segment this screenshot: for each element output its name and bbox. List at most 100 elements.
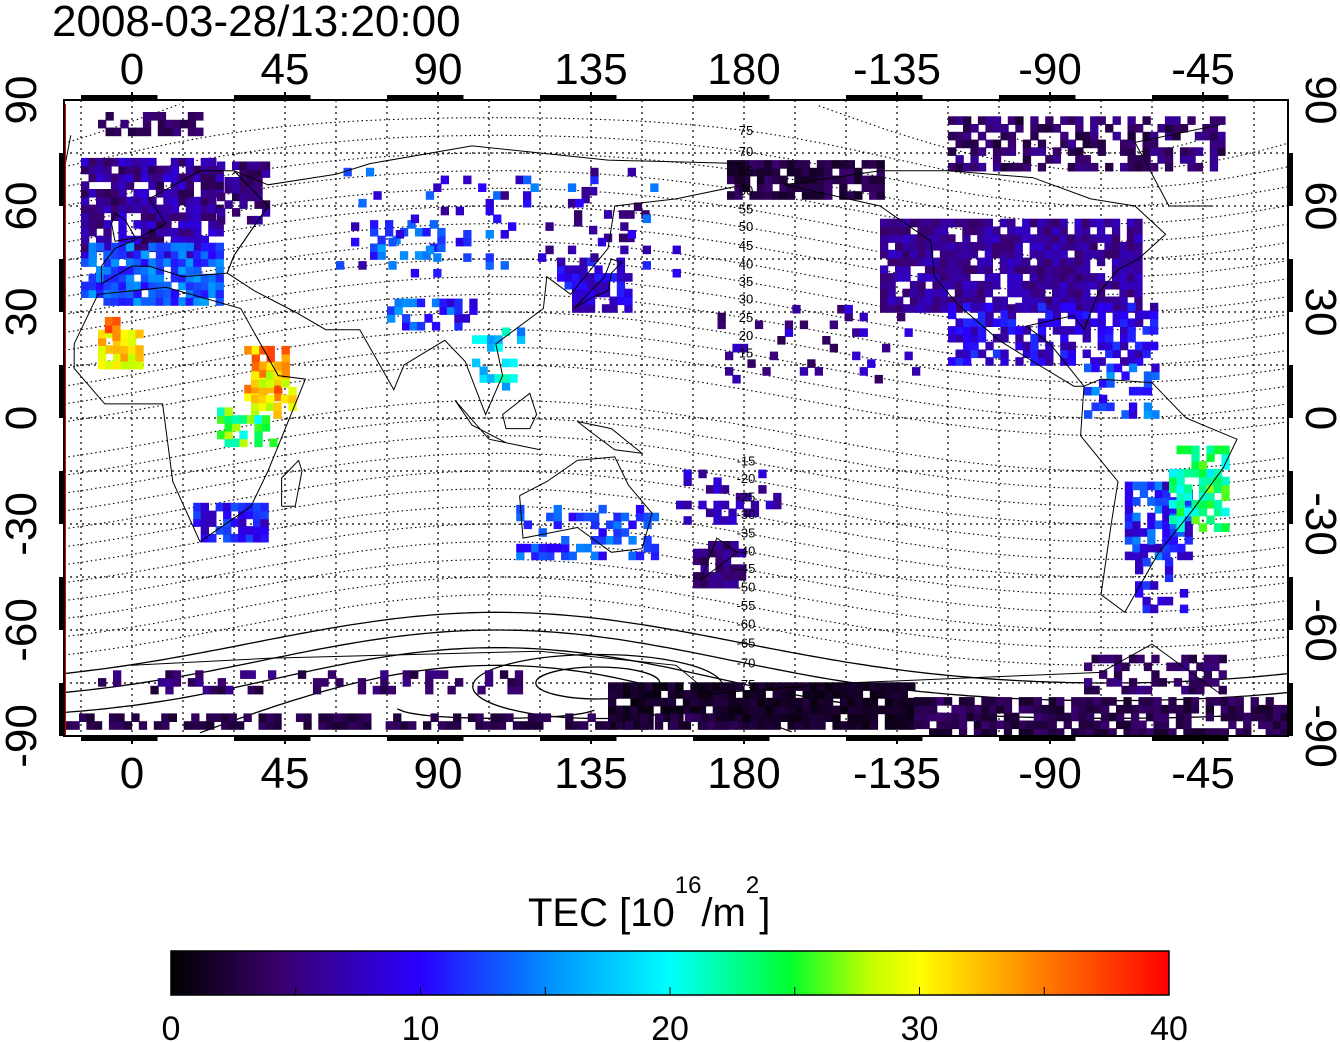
tec-pixel — [239, 161, 248, 171]
tec-pixel — [1029, 288, 1038, 298]
tec-pixel — [730, 579, 739, 589]
tec-pixel — [939, 280, 949, 290]
tec-pixel — [735, 500, 745, 510]
tec-pixel — [1104, 280, 1113, 290]
tec-pixel — [200, 242, 209, 252]
axis-bottom-bar — [999, 736, 1076, 741]
tec-pixel — [195, 678, 204, 687]
tec-pixel — [161, 721, 170, 730]
tec-pixel — [947, 280, 956, 290]
axis-right-bar — [1288, 365, 1293, 418]
tec-pixel — [756, 175, 766, 185]
tec-pixel — [1037, 357, 1047, 366]
tec-pixel — [1135, 349, 1144, 359]
tec-pixel — [1154, 520, 1163, 530]
tec-pixel — [433, 253, 442, 262]
tec-pixel — [954, 304, 964, 313]
tec-pixel — [623, 682, 632, 691]
tec-pixel — [715, 556, 724, 566]
magnetic-latitude-contour — [1008, 134, 1207, 154]
tec-pixel — [660, 682, 669, 691]
tec-pixel — [594, 273, 603, 282]
tec-pixel — [654, 721, 664, 730]
tec-pixel — [523, 520, 532, 530]
magnetic-latitude-contour — [64, 541, 1288, 613]
tec-pixel — [640, 721, 649, 730]
tec-pixel — [1093, 720, 1102, 730]
tec-pixel — [1135, 557, 1144, 567]
tec-pixel — [215, 289, 224, 298]
tec-pixel — [1044, 280, 1053, 290]
tec-pixel — [962, 273, 971, 282]
tec-pixel — [1026, 704, 1035, 714]
tec-pixel — [1112, 310, 1121, 320]
tec-pixel — [215, 526, 224, 535]
tec-pixel — [1075, 124, 1084, 133]
tec-pixel — [200, 173, 209, 183]
tec-pixel — [914, 704, 923, 714]
tec-pixel — [902, 288, 911, 298]
tec-pixel — [1142, 326, 1151, 335]
tec-pixel — [947, 257, 956, 267]
tec-pixel — [1011, 720, 1020, 730]
tec-pixel — [985, 302, 994, 312]
tec-pixel — [624, 304, 633, 313]
tec-pixel — [720, 485, 730, 494]
tec-pixel — [1124, 520, 1134, 530]
tec-pixel — [1209, 124, 1219, 133]
tec-pixel — [163, 204, 172, 214]
tec-pixel — [992, 302, 1002, 312]
tec-pixel — [113, 353, 122, 362]
tec-pixel — [780, 682, 789, 691]
tec-pixel — [485, 198, 494, 208]
tec-pixel — [535, 721, 544, 730]
tec-pixel — [325, 721, 335, 730]
tec-pixel — [445, 721, 454, 730]
tec-pixel — [208, 220, 217, 229]
tec-pixel — [1030, 341, 1039, 351]
tec-pixel — [96, 281, 105, 291]
tec-pixel — [1132, 551, 1141, 561]
tec-pixel — [1030, 124, 1039, 133]
tec-pixel — [608, 705, 617, 715]
tec-pixel — [984, 242, 993, 251]
magnetic-latitude-contour — [64, 594, 1288, 666]
tec-pixel — [1097, 139, 1106, 149]
tec-pixel — [832, 705, 841, 715]
tec-pixel — [1202, 124, 1211, 133]
tec-pixel — [170, 227, 180, 237]
tec-pixel — [254, 184, 263, 194]
tec-pixel — [586, 288, 596, 298]
tec-pixel — [1037, 234, 1046, 243]
tec-pixel — [140, 212, 150, 221]
tec-pixel — [1007, 310, 1017, 320]
tec-pixel — [88, 227, 97, 237]
tec-pixel — [370, 243, 379, 253]
tec-pixel — [1176, 484, 1185, 493]
tec-pixel — [200, 518, 209, 527]
tec-pixel — [1078, 720, 1087, 730]
tec-pixel — [155, 273, 165, 283]
magnetic-latitude-label: -35 — [737, 526, 756, 541]
tec-pixel — [1033, 712, 1042, 722]
tec-pixel — [734, 167, 743, 177]
tec-pixel — [1142, 162, 1151, 172]
tec-pixel — [985, 139, 994, 149]
tec-pixel — [579, 257, 588, 267]
tec-pixel — [824, 175, 833, 185]
tec-pixel — [1126, 234, 1136, 243]
tec-pixel — [497, 721, 507, 730]
tec-pixel — [652, 690, 662, 699]
tec-pixel — [148, 212, 157, 221]
tec-pixel — [1213, 728, 1222, 736]
tec-pixel — [388, 261, 397, 270]
tec-pixel — [992, 242, 1001, 251]
tec-pixel — [373, 191, 382, 200]
tec-pixel — [1166, 662, 1175, 672]
tec-pixel — [98, 678, 107, 687]
tec-pixel — [1206, 492, 1215, 501]
tec-pixel — [81, 181, 90, 190]
tec-pixel — [715, 564, 724, 573]
tec-pixel — [1000, 326, 1009, 335]
tec-pixel — [630, 713, 639, 722]
